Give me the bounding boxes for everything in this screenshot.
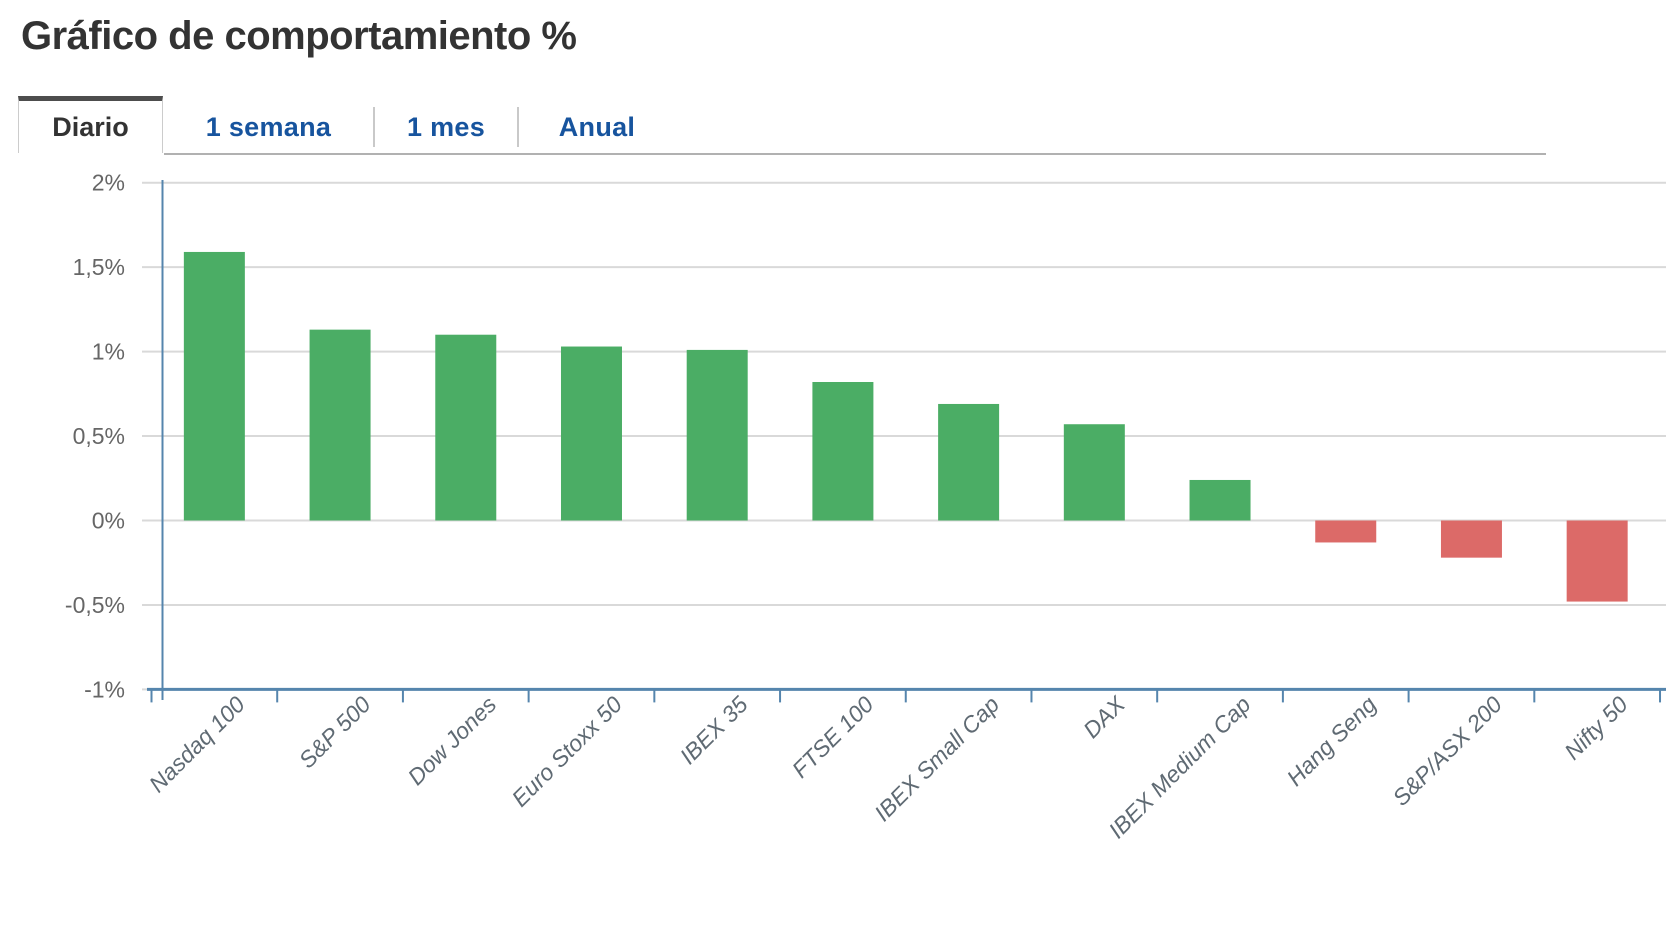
bar-ibex-medium-cap[interactable]: [1189, 479, 1251, 521]
x-axis-label-s-p-500: S&P 500: [294, 691, 376, 773]
y-axis-label: 1%: [92, 339, 125, 365]
y-axis-label: 1,5%: [73, 254, 125, 280]
tab-separator: [517, 107, 519, 147]
x-axis-label-hang-seng: Hang Seng: [1282, 691, 1382, 791]
x-axis-label-euro-stoxx-50: Euro Stoxx 50: [506, 691, 627, 812]
bar-ftse-100[interactable]: [812, 382, 874, 521]
tab-1-mes[interactable]: 1 mes: [406, 111, 486, 142]
page-title: Gráfico de comportamiento %: [21, 14, 577, 58]
tab-bar-underline: [164, 153, 1546, 155]
y-axis-label: -1%: [84, 676, 125, 702]
x-axis-label-s-p-asx-200: S&P/ASX 200: [1387, 691, 1507, 811]
y-axis-label: 2%: [92, 170, 125, 196]
x-axis-label-nifty-50: Nifty 50: [1559, 691, 1633, 765]
bar-nifty-50[interactable]: [1566, 520, 1628, 602]
tab-anual[interactable]: Anual: [558, 111, 636, 142]
bar-ibex-small-cap[interactable]: [938, 403, 1000, 521]
bar-euro-stoxx-50[interactable]: [560, 346, 622, 521]
tab-diario[interactable]: Diario: [18, 96, 163, 153]
x-axis-label-ibex-35: IBEX 35: [675, 691, 753, 769]
bar-s-p-asx-200[interactable]: [1440, 520, 1502, 558]
bar-dax[interactable]: [1063, 424, 1125, 521]
y-axis-label: -0,5%: [65, 592, 125, 618]
x-axis-label-dax: DAX: [1078, 690, 1131, 743]
y-axis-label: 0%: [92, 508, 125, 534]
x-axis-label-dow-jones: Dow Jones: [402, 691, 501, 790]
x-axis-label-ibex-small-cap: IBEX Small Cap: [869, 691, 1004, 826]
tab-separator: [373, 107, 375, 147]
y-axis-label: 0,5%: [73, 423, 125, 449]
bar-dow-jones[interactable]: [435, 334, 497, 521]
bar-s-p-500[interactable]: [309, 329, 371, 521]
x-axis-label-nasdaq-100: Nasdaq 100: [144, 691, 250, 797]
x-axis-label-ftse-100: FTSE 100: [787, 691, 879, 783]
bar-ibex-35[interactable]: [686, 349, 748, 521]
bar-hang-seng[interactable]: [1315, 520, 1377, 543]
x-axis-label-ibex-medium-cap: IBEX Medium Cap: [1103, 691, 1255, 843]
tab-1-semana[interactable]: 1 semana: [205, 111, 332, 142]
bar-chart: 2% 1,5% 1% 0,5% 0% -0,5% -1% Nasdaq 100 S&P 500 D…: [65, 170, 1666, 843]
bar-nasdaq-100[interactable]: [183, 251, 245, 521]
tab-bar: 1 semana 1 mes Anual: [164, 101, 675, 153]
